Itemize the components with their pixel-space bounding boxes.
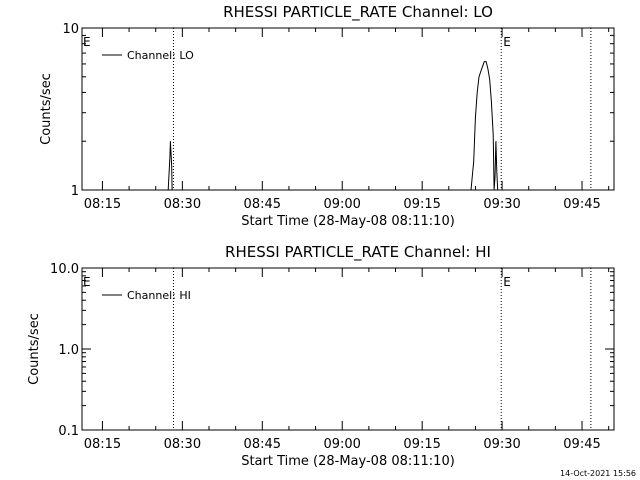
y-tick-label: 1.0 [58, 343, 79, 358]
generation-timestamp: 14-Oct-2021 15:56 [560, 469, 636, 478]
x-tick-label: 09:00 [323, 437, 360, 452]
x-tick-label: 09:15 [403, 197, 440, 212]
start-marker-label: E [83, 275, 91, 289]
y-axis-label: Counts/sec [27, 313, 42, 385]
x-tick-label: 09:45 [563, 197, 600, 212]
x-tick-label: 09:15 [403, 437, 440, 452]
start-marker-label: E [83, 35, 91, 49]
x-tick-label: 08:15 [84, 437, 121, 452]
y-tick-label: 0.1 [58, 424, 79, 439]
x-tick-label: 09:30 [483, 197, 520, 212]
x-tick-label: 08:15 [84, 197, 121, 212]
x-tick-label: 08:30 [164, 437, 201, 452]
x-tick-label: 08:45 [244, 437, 281, 452]
y-axis-label: Counts/sec [39, 73, 54, 145]
y-tick-label: 10 [62, 22, 79, 37]
x-axis-label: Start Time (28-May-08 08:11:10) [241, 214, 455, 229]
x-tick-label: 08:45 [244, 197, 281, 212]
x-axis-label: Start Time (28-May-08 08:11:10) [241, 454, 455, 469]
event-marker-label: E [503, 35, 511, 49]
x-tick-label: 09:45 [563, 437, 600, 452]
y-tick-label: 1 [71, 184, 79, 199]
x-tick-label: 09:30 [483, 437, 520, 452]
chart-title: RHESSI PARTICLE_RATE Channel: LO [223, 3, 493, 22]
x-tick-label: 08:30 [164, 197, 201, 212]
event-marker-label: E [503, 275, 511, 289]
y-tick-label: 10.0 [50, 262, 79, 277]
legend-entry: Channel: HI [127, 289, 191, 302]
chart-title: RHESSI PARTICLE_RATE Channel: HI [225, 243, 491, 262]
x-tick-label: 09:00 [323, 197, 360, 212]
legend-entry: Channel: LO [127, 49, 194, 62]
series-line [82, 61, 614, 191]
